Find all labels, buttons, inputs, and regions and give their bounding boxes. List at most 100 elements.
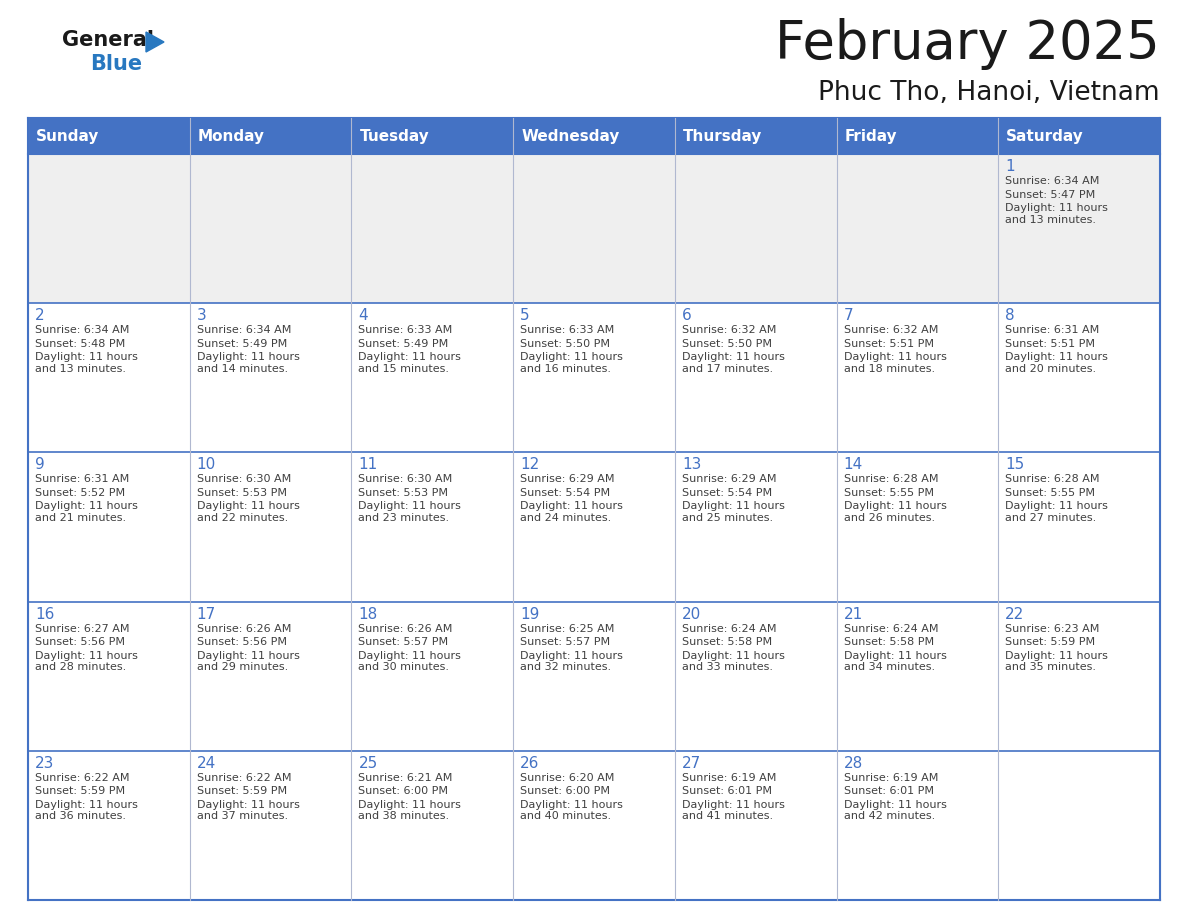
Text: Sunrise: 6:27 AM: Sunrise: 6:27 AM — [34, 623, 129, 633]
Text: Sunrise: 6:34 AM: Sunrise: 6:34 AM — [1005, 176, 1100, 186]
Text: Sunrise: 6:33 AM: Sunrise: 6:33 AM — [520, 325, 614, 335]
Text: 23: 23 — [34, 756, 55, 771]
Bar — [675, 303, 836, 453]
Text: Sunset: 5:59 PM: Sunset: 5:59 PM — [197, 787, 286, 796]
Text: Sunset: 5:53 PM: Sunset: 5:53 PM — [197, 487, 286, 498]
Text: Sunrise: 6:20 AM: Sunrise: 6:20 AM — [520, 773, 614, 783]
Text: Monday: Monday — [197, 129, 265, 143]
Text: Sunrise: 6:30 AM: Sunrise: 6:30 AM — [359, 475, 453, 485]
Text: Sunset: 5:51 PM: Sunset: 5:51 PM — [1005, 339, 1095, 349]
Text: Sunrise: 6:28 AM: Sunrise: 6:28 AM — [1005, 475, 1100, 485]
Text: Blue: Blue — [90, 54, 143, 74]
Text: Sunrise: 6:34 AM: Sunrise: 6:34 AM — [197, 325, 291, 335]
Bar — [352, 453, 513, 601]
Text: 25: 25 — [359, 756, 378, 771]
Text: Sunset: 5:59 PM: Sunset: 5:59 PM — [34, 787, 125, 796]
Bar — [836, 601, 998, 751]
Bar — [513, 303, 675, 453]
Text: Sunset: 5:49 PM: Sunset: 5:49 PM — [197, 339, 287, 349]
Text: 18: 18 — [359, 607, 378, 621]
Bar — [352, 154, 513, 303]
Bar — [190, 453, 352, 601]
Text: Sunrise: 6:29 AM: Sunrise: 6:29 AM — [682, 475, 776, 485]
Text: 20: 20 — [682, 607, 701, 621]
Text: Daylight: 11 hours
and 25 minutes.: Daylight: 11 hours and 25 minutes. — [682, 501, 785, 523]
Polygon shape — [146, 32, 164, 52]
Text: Sunrise: 6:21 AM: Sunrise: 6:21 AM — [359, 773, 453, 783]
Bar — [190, 601, 352, 751]
Text: Daylight: 11 hours
and 38 minutes.: Daylight: 11 hours and 38 minutes. — [359, 800, 461, 822]
Text: Sunrise: 6:25 AM: Sunrise: 6:25 AM — [520, 623, 614, 633]
Text: 13: 13 — [682, 457, 701, 473]
Text: Daylight: 11 hours
and 29 minutes.: Daylight: 11 hours and 29 minutes. — [197, 651, 299, 672]
Text: Sunrise: 6:29 AM: Sunrise: 6:29 AM — [520, 475, 614, 485]
Text: Sunrise: 6:32 AM: Sunrise: 6:32 AM — [682, 325, 776, 335]
Bar — [29, 601, 190, 751]
Bar — [998, 601, 1159, 751]
Text: 4: 4 — [359, 308, 368, 323]
Bar — [513, 601, 675, 751]
Bar — [352, 751, 513, 900]
Text: Daylight: 11 hours
and 37 minutes.: Daylight: 11 hours and 37 minutes. — [197, 800, 299, 822]
Text: Sunrise: 6:23 AM: Sunrise: 6:23 AM — [1005, 623, 1100, 633]
Text: 7: 7 — [843, 308, 853, 323]
Text: 11: 11 — [359, 457, 378, 473]
Text: 12: 12 — [520, 457, 539, 473]
Bar — [836, 453, 998, 601]
Bar — [513, 453, 675, 601]
Text: 16: 16 — [34, 607, 55, 621]
Text: Thursday: Thursday — [683, 129, 763, 143]
Text: Daylight: 11 hours
and 34 minutes.: Daylight: 11 hours and 34 minutes. — [843, 651, 947, 672]
Bar — [352, 303, 513, 453]
Text: 8: 8 — [1005, 308, 1015, 323]
Text: 10: 10 — [197, 457, 216, 473]
Text: Daylight: 11 hours
and 27 minutes.: Daylight: 11 hours and 27 minutes. — [1005, 501, 1108, 523]
Text: Sunset: 5:55 PM: Sunset: 5:55 PM — [843, 487, 934, 498]
Text: 26: 26 — [520, 756, 539, 771]
Text: Sunrise: 6:19 AM: Sunrise: 6:19 AM — [843, 773, 939, 783]
Text: Daylight: 11 hours
and 30 minutes.: Daylight: 11 hours and 30 minutes. — [359, 651, 461, 672]
Bar — [29, 751, 190, 900]
Text: Sunset: 5:56 PM: Sunset: 5:56 PM — [34, 637, 125, 647]
Text: Sunrise: 6:22 AM: Sunrise: 6:22 AM — [34, 773, 129, 783]
Text: General: General — [62, 30, 154, 50]
Text: Sunset: 5:57 PM: Sunset: 5:57 PM — [359, 637, 449, 647]
Text: Sunrise: 6:30 AM: Sunrise: 6:30 AM — [197, 475, 291, 485]
Bar — [190, 751, 352, 900]
Bar — [998, 154, 1159, 303]
Text: Daylight: 11 hours
and 13 minutes.: Daylight: 11 hours and 13 minutes. — [34, 353, 138, 374]
Text: Daylight: 11 hours
and 16 minutes.: Daylight: 11 hours and 16 minutes. — [520, 353, 623, 374]
Bar — [836, 154, 998, 303]
Text: 15: 15 — [1005, 457, 1024, 473]
Text: Daylight: 11 hours
and 32 minutes.: Daylight: 11 hours and 32 minutes. — [520, 651, 623, 672]
Text: Sunset: 6:01 PM: Sunset: 6:01 PM — [843, 787, 934, 796]
Text: 22: 22 — [1005, 607, 1024, 621]
Bar — [352, 601, 513, 751]
Text: Sunrise: 6:26 AM: Sunrise: 6:26 AM — [359, 623, 453, 633]
Text: Daylight: 11 hours
and 41 minutes.: Daylight: 11 hours and 41 minutes. — [682, 800, 785, 822]
Text: Sunset: 5:47 PM: Sunset: 5:47 PM — [1005, 189, 1095, 199]
Text: Sunset: 5:54 PM: Sunset: 5:54 PM — [682, 487, 772, 498]
Text: Sunrise: 6:34 AM: Sunrise: 6:34 AM — [34, 325, 129, 335]
Text: Sunset: 5:48 PM: Sunset: 5:48 PM — [34, 339, 125, 349]
Text: Sunset: 5:54 PM: Sunset: 5:54 PM — [520, 487, 611, 498]
Text: Daylight: 11 hours
and 14 minutes.: Daylight: 11 hours and 14 minutes. — [197, 353, 299, 374]
Bar — [29, 118, 190, 154]
Bar — [352, 118, 513, 154]
Text: 5: 5 — [520, 308, 530, 323]
Text: Friday: Friday — [845, 129, 897, 143]
Text: 3: 3 — [197, 308, 207, 323]
Text: Daylight: 11 hours
and 22 minutes.: Daylight: 11 hours and 22 minutes. — [197, 501, 299, 523]
Bar — [190, 154, 352, 303]
Text: 14: 14 — [843, 457, 862, 473]
Text: Tuesday: Tuesday — [360, 129, 429, 143]
Text: Daylight: 11 hours
and 13 minutes.: Daylight: 11 hours and 13 minutes. — [1005, 203, 1108, 225]
Text: Sunrise: 6:26 AM: Sunrise: 6:26 AM — [197, 623, 291, 633]
Bar — [675, 154, 836, 303]
Text: Daylight: 11 hours
and 36 minutes.: Daylight: 11 hours and 36 minutes. — [34, 800, 138, 822]
Text: Sunday: Sunday — [36, 129, 100, 143]
Text: Sunset: 6:00 PM: Sunset: 6:00 PM — [359, 787, 448, 796]
Text: Sunset: 5:57 PM: Sunset: 5:57 PM — [520, 637, 611, 647]
Text: Sunrise: 6:31 AM: Sunrise: 6:31 AM — [1005, 325, 1100, 335]
Text: Sunrise: 6:22 AM: Sunrise: 6:22 AM — [197, 773, 291, 783]
